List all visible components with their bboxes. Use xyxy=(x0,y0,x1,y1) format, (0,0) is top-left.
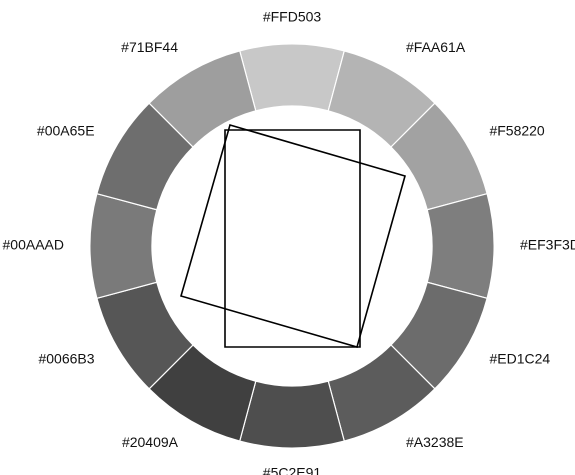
overlay-rectangles xyxy=(180,124,406,348)
segment-hex-label: #00AAAD xyxy=(3,237,64,253)
segment-hex-label: #F58220 xyxy=(489,123,544,139)
segment-hex-label: #FFD503 xyxy=(263,9,322,25)
segment-hex-label: #FAA61A xyxy=(406,39,466,55)
tilted-rectangle xyxy=(180,124,406,348)
segment-hex-label: #5C2E91 xyxy=(263,465,322,475)
wheel-labels: #FFD503 #FAA61A #F58220 #EF3F3D #ED1C24 #A323… xyxy=(3,9,575,475)
wheel-segment xyxy=(238,43,346,112)
wheel-segment xyxy=(238,380,346,449)
segment-hex-label: #0066B3 xyxy=(38,351,94,367)
segment-hex-label: #71BF44 xyxy=(121,39,178,55)
segment-hex-label: #EF3F3D xyxy=(520,237,575,253)
segment-hex-label: #20409A xyxy=(122,434,179,450)
wheel-segment xyxy=(148,50,257,148)
wheel-segment xyxy=(426,192,495,300)
upright-rectangle xyxy=(224,129,361,348)
segment-hex-label: #ED1C24 xyxy=(489,351,550,367)
segment-hex-label: #A3238E xyxy=(406,434,464,450)
segment-hex-label: #00A65E xyxy=(37,123,95,139)
wheel-segments xyxy=(89,43,495,449)
wheel-segment xyxy=(89,192,158,300)
